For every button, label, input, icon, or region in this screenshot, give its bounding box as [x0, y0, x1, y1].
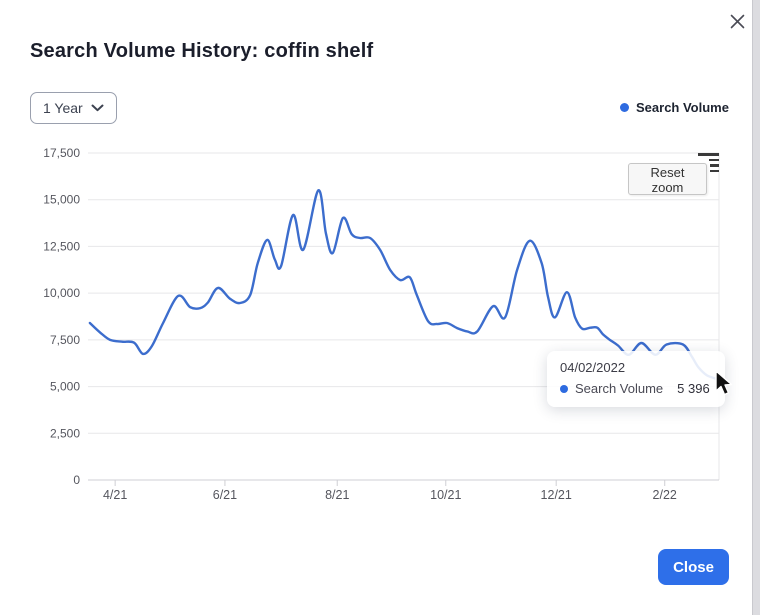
burger-bar	[710, 169, 719, 172]
x-axis-tick-label: 4/21	[103, 488, 127, 502]
legend-label: Search Volume	[636, 99, 729, 115]
y-axis-tick-label: 10,000	[43, 286, 80, 300]
chart-axis-labels: 0 2,500 5,000 7,500 10,000 12,500 15,000 17,500…	[43, 146, 677, 502]
chart-context-menu-icon[interactable]	[698, 153, 719, 172]
chart-gridlines	[88, 152, 720, 480]
x-axis-tick-label: 8/21	[325, 488, 349, 502]
y-axis-tick-label: 2,500	[50, 426, 80, 440]
chart-axes	[88, 479, 719, 486]
time-range-select[interactable]: 1 Year	[30, 92, 117, 124]
series-line-search-volume	[88, 189, 719, 381]
x-axis-tick-label: 6/21	[213, 488, 237, 502]
close-button[interactable]: Close	[658, 549, 729, 585]
search-volume-line	[88, 189, 719, 381]
reset-zoom-button[interactable]: Reset zoom	[628, 163, 707, 195]
page-title: Search Volume History: coffin shelf	[30, 40, 374, 62]
y-axis-tick-label: 12,500	[43, 239, 80, 253]
time-range-value: 1 Year	[43, 100, 83, 116]
burger-bar	[709, 158, 719, 161]
y-axis-tick-label: 5,000	[50, 380, 80, 394]
y-axis-tick-label: 7,500	[50, 333, 80, 347]
close-icon[interactable]	[726, 10, 748, 32]
page-backdrop	[752, 0, 760, 615]
burger-bar	[698, 153, 719, 156]
legend-item-search-volume[interactable]: Search Volume	[620, 99, 729, 115]
close-x-glyph	[730, 14, 744, 28]
x-axis-tick-label: 2/22	[653, 488, 677, 502]
legend-dot-icon	[620, 102, 629, 112]
x-axis-tick-label: 12/21	[541, 488, 572, 502]
y-axis-tick-label: 0	[73, 473, 80, 487]
y-axis-tick-label: 15,000	[43, 193, 80, 207]
chevron-down-icon	[91, 104, 104, 112]
y-axis-tick-label: 17,500	[43, 146, 80, 160]
x-axis-tick-label: 10/21	[430, 488, 461, 502]
burger-bar	[710, 164, 719, 167]
